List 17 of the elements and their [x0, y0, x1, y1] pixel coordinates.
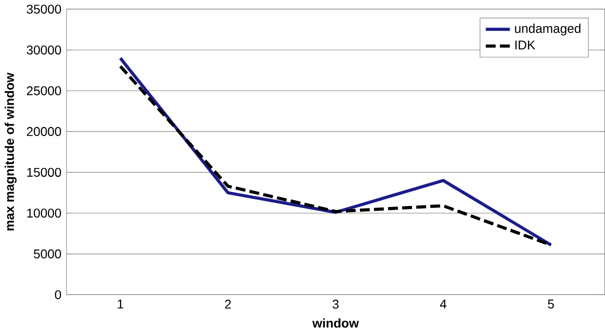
- y-tick-label: 10000: [27, 208, 62, 218]
- x-axis-title: window: [312, 318, 359, 328]
- x-tick-label: 5: [548, 300, 554, 308]
- x-tick-label: 4: [440, 300, 446, 308]
- x-tick-label: 3: [332, 300, 339, 309]
- y-tick-label: 25000: [26, 86, 62, 96]
- y-tick-label: 20000: [26, 126, 62, 136]
- legend-label: IDK: [515, 40, 536, 50]
- x-tick-label: 2: [225, 300, 231, 308]
- y-tick-label: 35000: [26, 4, 62, 14]
- legend-label: undamaged: [515, 24, 580, 36]
- y-axis-title: max magnitude of window: [4, 72, 17, 230]
- y-tick-label: 0: [54, 290, 62, 300]
- y-tick-label: 30000: [26, 45, 62, 54]
- x-tick-label: 1: [118, 300, 124, 308]
- y-tick-label: 5000: [34, 249, 62, 258]
- y-tick-label: 15000: [27, 168, 62, 177]
